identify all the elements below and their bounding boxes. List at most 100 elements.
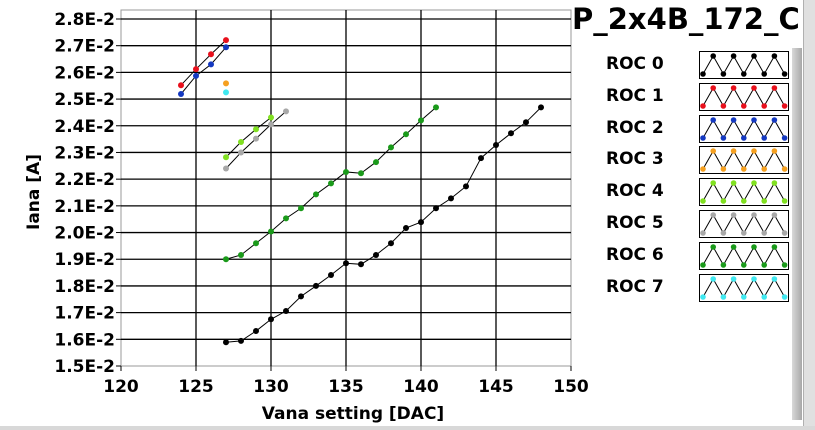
y-tick-label: 2.4E-2 (54, 117, 115, 137)
swatch-marker (700, 166, 706, 173)
data-point (538, 104, 544, 111)
series-roc-2 (178, 44, 229, 98)
data-point (448, 195, 454, 202)
swatch-marker (720, 166, 727, 173)
swatch-marker (741, 166, 747, 173)
swatch-marker (781, 102, 788, 109)
swatch-marker (781, 230, 788, 236)
y-tick-label: 1.6E-2 (54, 330, 115, 350)
legend-title: P_2x4B_172_C (572, 2, 800, 36)
tick-labels: 120 125 130 135 140 145 150 1.5E-2 1.6E-2 1.7E-2 1… (54, 10, 589, 397)
data-point (253, 135, 259, 142)
legend-label: ROC 2 (606, 117, 664, 138)
swatch-marker (710, 116, 716, 123)
swatch-marker (710, 148, 716, 155)
x-tick-label: 145 (478, 377, 514, 397)
legend-label: ROC 3 (606, 149, 664, 170)
swatch-marker (741, 198, 747, 204)
data-point (268, 228, 274, 235)
y-tick-label: 2.3E-2 (54, 143, 115, 163)
swatch-marker (751, 148, 757, 155)
x-tick-label: 140 (403, 377, 439, 397)
x-tick-label: 125 (178, 377, 214, 397)
data-point (238, 149, 244, 156)
legend-label: ROC 7 (606, 276, 664, 297)
data-point (178, 91, 184, 98)
legend-item: ROC 4 (594, 178, 794, 207)
swatch-marker (730, 180, 737, 186)
legend-item: ROC 7 (594, 273, 794, 302)
data-point (343, 168, 349, 175)
data-point (373, 251, 379, 258)
swatch-marker (781, 198, 788, 204)
swatch-marker (741, 293, 747, 300)
data-point (178, 82, 184, 89)
data-point (193, 66, 199, 73)
data-point (403, 131, 409, 138)
legend-scrollbar[interactable] (792, 48, 802, 420)
swatch-marker (751, 180, 757, 186)
legend-item: ROC 5 (594, 210, 794, 238)
series-roc-5 (223, 108, 289, 172)
series-roc-0 (223, 104, 544, 346)
data-point (223, 165, 229, 172)
swatch-marker (730, 84, 737, 91)
data-point (508, 130, 514, 137)
data-point (223, 37, 229, 44)
swatch-marker (751, 275, 757, 282)
legend-swatch (699, 210, 789, 238)
swatch-marker (730, 243, 737, 250)
swatch-marker (761, 230, 767, 236)
window-edge (803, 0, 815, 430)
legend: P_2x4B_172_C ROC 0 ROC 1 ROC 2 ROC 3 ROC 4 RO… (572, 0, 803, 420)
x-tick-label: 130 (253, 377, 289, 397)
swatch-marker (710, 180, 716, 186)
swatch-marker (700, 261, 706, 268)
legend-label: ROC 1 (606, 85, 664, 106)
data-point (253, 328, 259, 335)
legend-swatch (699, 241, 789, 270)
data-point (283, 215, 289, 222)
data-point (253, 126, 259, 133)
data-point (253, 240, 259, 247)
swatch-marker (741, 230, 747, 236)
data-point (313, 282, 319, 289)
swatch-marker (720, 102, 727, 109)
data-point (358, 261, 364, 268)
y-tick-label: 2.5E-2 (54, 90, 115, 110)
swatch-marker (751, 84, 757, 91)
swatch-marker (761, 198, 767, 204)
legend-swatch (699, 178, 789, 207)
swatch-marker (730, 212, 737, 218)
data-point (223, 89, 229, 96)
swatch-marker (720, 261, 727, 268)
data-point (208, 61, 214, 68)
x-tick-label: 150 (553, 377, 589, 397)
window-edge-bottom (0, 426, 815, 430)
swatch-marker (730, 275, 737, 282)
y-tick-label: 2.1E-2 (54, 197, 115, 217)
data-point (208, 51, 214, 58)
legend-item: ROC 6 (594, 241, 794, 270)
swatch-marker (751, 243, 757, 250)
plot-area: 120 125 130 135 140 145 150 1.5E-2 1.6E-2 1.7E-2 1… (24, 9, 589, 424)
y-tick-label: 2.6E-2 (54, 63, 115, 83)
swatch-marker (700, 230, 706, 236)
swatch-marker (741, 134, 747, 141)
legend-swatch (699, 82, 789, 111)
series-line (225, 106, 542, 343)
series-roc-3 (223, 80, 229, 87)
swatch-marker (720, 134, 727, 141)
data-point (373, 159, 379, 166)
swatch-marker (771, 275, 778, 282)
swatch-marker (720, 230, 727, 236)
swatch-marker (781, 261, 788, 268)
swatch-marker (781, 293, 788, 300)
data-point (268, 316, 274, 323)
legend-item: ROC 2 (594, 114, 794, 143)
x-axis-label: Vana setting [DAC] (262, 404, 444, 424)
grid (116, 9, 572, 371)
swatch-marker (771, 148, 778, 155)
swatch-marker (781, 71, 788, 77)
data-point (223, 80, 229, 87)
